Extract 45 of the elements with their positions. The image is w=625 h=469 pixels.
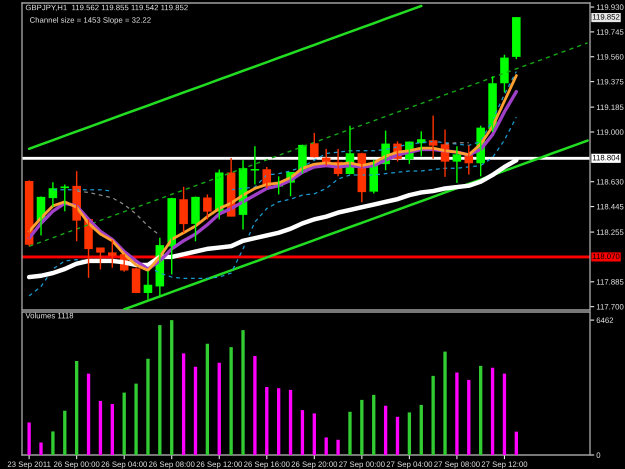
bar [514,432,518,455]
bar [253,356,257,455]
bar [146,358,150,455]
bar [502,374,506,455]
bar [158,325,162,455]
bar [312,413,316,455]
bar [479,366,482,455]
bar [241,330,245,455]
line-series [28,4,423,150]
bar [51,431,55,455]
bar [86,374,90,455]
bar [182,353,186,455]
bar [348,412,352,455]
bar [300,410,304,455]
bar [134,384,138,455]
bar [443,352,447,455]
bar [372,394,376,455]
candlestick [191,196,200,242]
bar [170,320,174,455]
bar [39,442,43,455]
bar [467,380,470,455]
bar [324,437,328,455]
bar [490,368,494,455]
bar [218,362,221,455]
bar [408,412,412,455]
bar [455,372,459,455]
bar [206,344,210,455]
line-series [28,42,588,248]
bar [420,404,423,455]
bar [396,416,400,455]
bar [265,386,268,455]
bar [110,404,114,455]
bar [122,392,126,455]
bar [360,400,364,455]
bar [384,406,388,455]
bar [229,347,233,455]
line-series [28,116,517,297]
bar [27,422,31,455]
bar [431,376,435,455]
bar [277,388,280,455]
bar [98,400,102,455]
bar [74,361,78,455]
bar [63,410,66,455]
bar [288,390,292,455]
bar [194,366,198,455]
